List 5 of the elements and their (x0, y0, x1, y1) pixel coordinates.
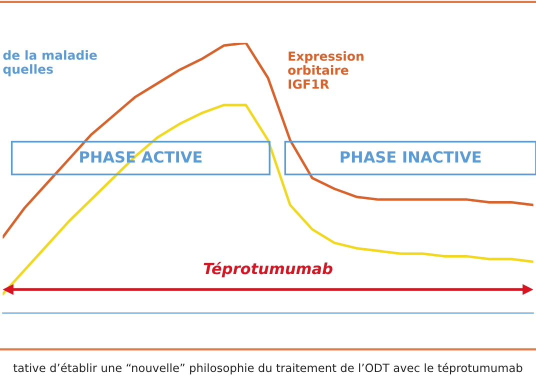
annotation: de la maladie quelles (3, 50, 97, 76)
text: tative d’établir une “nouvelle” philosophie du traitement de l’ODT avec le téprotumumab (13, 362, 522, 374)
annotation: PHASE INACTIVE (340, 151, 481, 163)
series-label: Expression orbitaire IGF1R (288, 51, 364, 89)
annotation: Téprotumumab (204, 262, 332, 278)
